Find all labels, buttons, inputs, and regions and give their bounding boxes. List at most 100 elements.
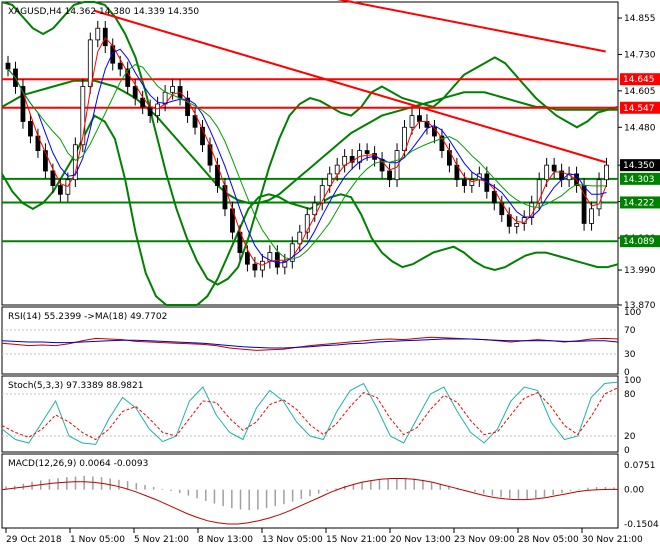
candle-body (589, 208, 594, 224)
candle-body (20, 86, 26, 122)
price-tick-label: 14.855 (624, 14, 656, 24)
candle-body (342, 156, 348, 166)
stoch-title: Stoch(5,3,3) 97.3389 88.9821 (8, 381, 143, 391)
candle-body (132, 86, 138, 99)
stoch-k-line (1, 381, 619, 445)
level-tag (620, 196, 660, 209)
candle-body (461, 179, 467, 186)
candle-body (245, 252, 250, 265)
time-tick-label: 23 Nov 09:00 (454, 535, 515, 545)
stoch-panel-frame (1, 375, 619, 453)
level-label: 14.645 (623, 75, 655, 85)
time-tick-label: 15 Nov 21:00 (326, 535, 387, 545)
time-tick-label: 29 Oct 2018 (6, 535, 62, 545)
price-tick-label: 13.870 (624, 301, 656, 311)
macd-panel: 0.0751 0.00 -0.1504 (1, 461, 659, 530)
current-price-tag (620, 159, 660, 172)
candle-body (147, 106, 153, 117)
level-label: 14.089 (623, 237, 655, 247)
stochastic-panel: 100 80 20 0 (1, 376, 641, 456)
candle-body (387, 170, 392, 181)
fast-ma-blue (7, 48, 607, 264)
stoch-d-line (1, 387, 619, 441)
stoch-tick-label: 0 (624, 446, 630, 456)
candle-body (170, 86, 175, 93)
bollinger-lower (1, 114, 619, 306)
time-tick-label: 1 Nov 05:00 (70, 535, 125, 545)
candle-body (102, 27, 108, 47)
candle-body (125, 68, 131, 87)
time-tick-label: 28 Nov 05:00 (518, 535, 579, 545)
candle-body (394, 150, 400, 181)
candle-body (349, 156, 355, 163)
rsi-tick-label: 100 (624, 308, 641, 318)
candle-body (604, 164, 609, 181)
candle-body (551, 164, 557, 172)
time-tick-label: 20 Nov 13:00 (390, 535, 451, 545)
candle-body (312, 202, 318, 216)
slow-moving-average (1, 79, 618, 204)
candle-body (297, 231, 303, 245)
current-price-label: 14.350 (623, 161, 655, 171)
candle-body (334, 164, 340, 175)
candle-body (43, 150, 48, 172)
candle-body (252, 263, 258, 271)
candle-body (417, 115, 422, 122)
rsi-title: RSI(14) 55.2399 ->MA(18) 49.7702 (8, 312, 167, 322)
candle-body (439, 135, 445, 151)
level-tag (620, 172, 660, 185)
price-tick-label: 14.730 (624, 50, 656, 60)
candle-body (95, 27, 101, 41)
level-tag (620, 235, 660, 248)
candle-body (304, 214, 310, 233)
trendline[interactable] (322, 0, 606, 53)
trendline[interactable] (94, 9, 606, 164)
rsi-tick-label: 0 (624, 368, 630, 378)
time-tick-label: 30 Nov 21:00 (582, 535, 643, 545)
level-label: 14.547 (623, 104, 655, 114)
candle-body (57, 185, 63, 195)
candle-body (28, 121, 33, 137)
price-panel-frame (1, 1, 619, 306)
stoch-tick-label: 80 (624, 390, 636, 400)
candle-body (491, 190, 497, 204)
candle-body (200, 126, 205, 146)
fast-ma-red (7, 37, 607, 266)
time-axis: 29 Oct 2018 1 Nov 05:00 5 Nov 21:00 8 Nov 1… (5, 528, 643, 545)
level-label: 14.222 (623, 198, 655, 208)
level-label: 14.303 (623, 175, 655, 185)
time-tick-label: 8 Nov 13:00 (198, 535, 253, 545)
candle-body (364, 150, 370, 154)
time-tick-label: 13 Nov 05:00 (262, 535, 323, 545)
candle-body (282, 260, 288, 268)
candle-body (50, 170, 56, 186)
candle-body (192, 115, 198, 128)
candle-body (327, 173, 333, 186)
candle-body (140, 97, 146, 108)
price-panel: 14.85514.73014.60514.48014.35014.22514.1… (1, 0, 660, 311)
candle-body (409, 115, 415, 128)
candle-body (117, 62, 123, 70)
macd-tick-label: -0.1504 (624, 520, 659, 530)
level-tag (620, 73, 660, 86)
symbol-title: XAGUSD,H4 14.362 14.380 14.339 14.350 (8, 7, 199, 17)
candle-body (514, 223, 520, 227)
ohlc-header: 14.362 14.380 14.339 14.350 (65, 7, 200, 17)
candle-body (289, 243, 295, 262)
candle-body (402, 126, 407, 151)
symbol-title-text: XAGUSD,H4 (8, 7, 62, 17)
candle-body (155, 103, 161, 117)
candle-body (319, 185, 325, 204)
price-tick-label: 14.605 (624, 87, 656, 97)
rsi-line (1, 336, 619, 351)
time-tick-label: 5 Nov 21:00 (134, 535, 189, 545)
candle-body (5, 62, 11, 70)
macd-tick-label: 0.00 (624, 486, 644, 496)
fast-ma-green (7, 64, 607, 260)
rsi-tick-label: 70 (624, 326, 636, 336)
rsi-ma-line (1, 338, 619, 349)
candle-body (544, 164, 550, 181)
macd-title: MACD(12,26,9) 0.0064 -0.0093 (8, 459, 148, 469)
